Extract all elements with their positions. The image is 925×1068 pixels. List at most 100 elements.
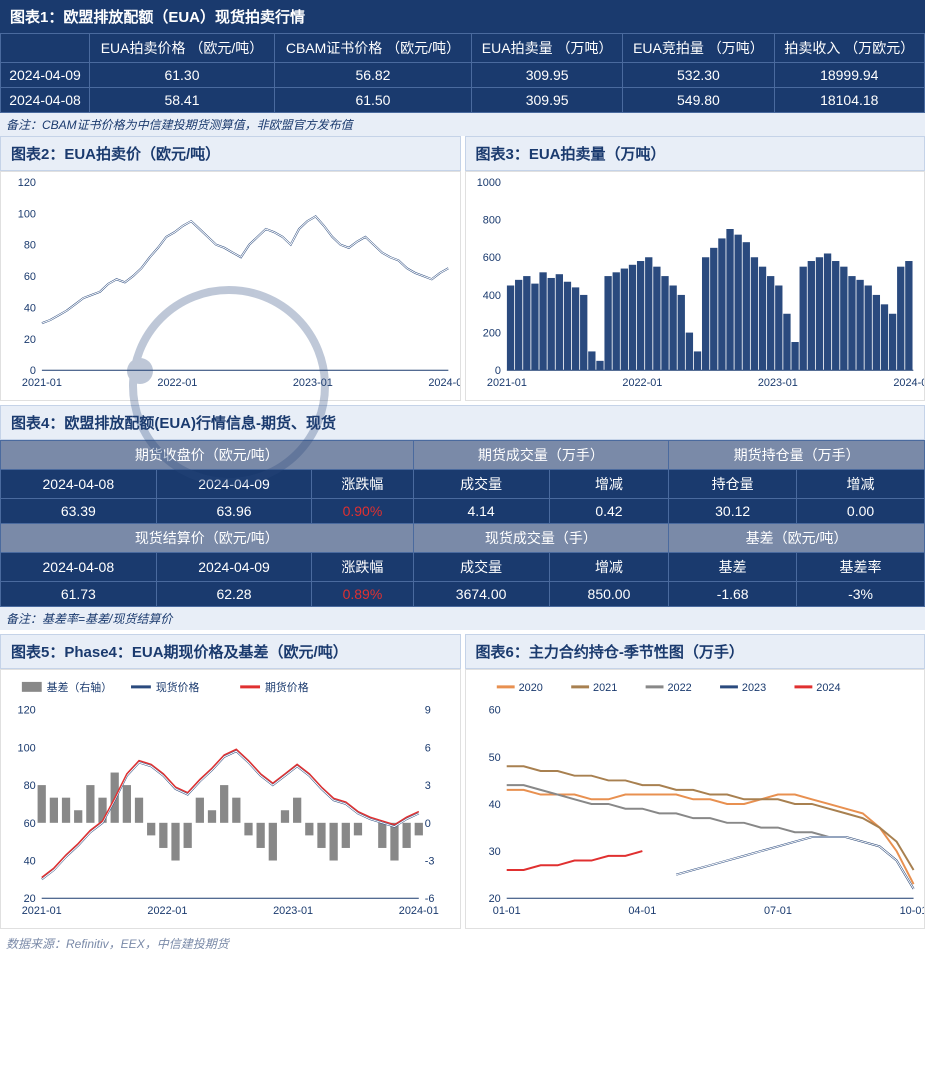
- cell: 4.14: [413, 499, 549, 524]
- svg-text:1000: 1000: [476, 177, 500, 189]
- table4-note: 备注：基差率=基差/现货结算价: [0, 607, 925, 630]
- svg-text:6: 6: [425, 742, 431, 754]
- t1-h3: EUA拍卖量 （万吨）: [472, 34, 623, 63]
- svg-text:600: 600: [482, 252, 500, 264]
- cell: 期货持仓量（万手）: [669, 441, 925, 470]
- table-row: 61.73 62.28 0.89% 3674.00 850.00 -1.68 -…: [1, 582, 925, 607]
- cell: 309.95: [472, 88, 623, 113]
- chart2-title: 图表2：EUA拍卖价（欧元/吨）: [0, 136, 461, 171]
- svg-text:2023-01: 2023-01: [757, 377, 797, 389]
- chart5: 基差（右轴）现货价格期货价格20406080100120-6-303692021…: [0, 669, 461, 929]
- svg-text:期货价格: 期货价格: [265, 680, 309, 694]
- cell: 涨跌幅: [312, 553, 413, 582]
- cell: 63.96: [156, 499, 312, 524]
- svg-text:2024-01: 2024-01: [893, 377, 924, 389]
- svg-text:2024: 2024: [816, 682, 840, 694]
- svg-text:2022-01: 2022-01: [147, 905, 187, 917]
- svg-text:基差（右轴）: 基差（右轴）: [47, 680, 112, 694]
- svg-text:2021-01: 2021-01: [22, 905, 62, 917]
- svg-text:2021-01: 2021-01: [22, 377, 62, 389]
- cell: 2024-04-08: [1, 470, 157, 499]
- table-row: 63.39 63.96 0.90% 4.14 0.42 30.12 0.00: [1, 499, 925, 524]
- cell: 2024-04-09: [1, 63, 90, 88]
- cell: 0.42: [549, 499, 669, 524]
- t1-h2: CBAM证书价格 （欧元/吨）: [274, 34, 471, 63]
- svg-text:200: 200: [482, 328, 500, 340]
- chart1-title: 图表1：欧盟排放配额（EUA）现货拍卖行情: [0, 0, 925, 33]
- cell: 期货成交量（万手）: [413, 441, 669, 470]
- t1-h1: EUA拍卖价格 （欧元/吨）: [90, 34, 275, 63]
- chart2: 0204060801001202021-012022-012023-012024…: [0, 171, 461, 401]
- cell: 2024-04-09: [156, 553, 312, 582]
- chart6: 20202021202220232024203040506001-0104-01…: [465, 669, 925, 929]
- chart3: 020040060080010002021-012022-012023-0120…: [465, 171, 925, 401]
- svg-text:-3: -3: [425, 855, 435, 867]
- cell: 3674.00: [413, 582, 549, 607]
- svg-text:120: 120: [18, 705, 36, 717]
- svg-text:40: 40: [24, 855, 36, 867]
- cell: -3%: [797, 582, 925, 607]
- cell: 0.89%: [312, 582, 413, 607]
- svg-text:-6: -6: [425, 893, 435, 905]
- cell: 0.90%: [312, 499, 413, 524]
- svg-text:40: 40: [24, 302, 36, 314]
- cell: 309.95: [472, 63, 623, 88]
- svg-text:400: 400: [482, 290, 500, 302]
- table1-header: EUA拍卖价格 （欧元/吨） CBAM证书价格 （欧元/吨） EUA拍卖量 （万…: [1, 34, 925, 63]
- table-row: 2024-04-09 61.30 56.82 309.95 532.30 189…: [1, 63, 925, 88]
- svg-text:2022-01: 2022-01: [157, 377, 197, 389]
- cell: 2024-04-09: [156, 470, 312, 499]
- cell: 58.41: [90, 88, 275, 113]
- cell: 18999.94: [774, 63, 924, 88]
- svg-text:100: 100: [18, 742, 36, 754]
- svg-text:10-01: 10-01: [899, 905, 924, 917]
- chart3-title: 图表3：EUA拍卖量（万吨）: [465, 136, 925, 171]
- cell: 涨跌幅: [312, 470, 413, 499]
- chart5-title: 图表5：Phase4：EUA期现价格及基差（欧元/吨）: [0, 634, 461, 669]
- cell: 549.80: [623, 88, 774, 113]
- cell: 62.28: [156, 582, 312, 607]
- cell: 63.39: [1, 499, 157, 524]
- svg-text:60: 60: [488, 705, 500, 717]
- cell: 基差: [669, 553, 797, 582]
- cell: 现货成交量（手）: [413, 524, 669, 553]
- t1-h5: 拍卖收入 （万欧元）: [774, 34, 924, 63]
- svg-text:01-01: 01-01: [492, 905, 520, 917]
- table4: 期货收盘价（欧元/吨） 期货成交量（万手） 期货持仓量（万手） 2024-04-…: [0, 440, 925, 607]
- cell: 成交量: [413, 553, 549, 582]
- svg-text:3: 3: [425, 780, 431, 792]
- t4-h2: 现货结算价（欧元/吨） 现货成交量（手） 基差（欧元/吨）: [1, 524, 925, 553]
- footer-source: 数据来源：Refinitiv，EEX，中信建投期货: [0, 929, 925, 958]
- svg-text:2020: 2020: [518, 682, 542, 694]
- cell: 增减: [549, 470, 669, 499]
- svg-text:0: 0: [30, 365, 36, 377]
- cell: 增减: [549, 553, 669, 582]
- svg-text:07-01: 07-01: [763, 905, 791, 917]
- svg-text:20: 20: [24, 893, 36, 905]
- svg-text:30: 30: [488, 846, 500, 858]
- t1-h4: EUA竞拍量 （万吨）: [623, 34, 774, 63]
- svg-text:20: 20: [24, 334, 36, 346]
- cell: 2024-04-08: [1, 88, 90, 113]
- svg-text:现货价格: 现货价格: [156, 680, 200, 694]
- cell: 61.50: [274, 88, 471, 113]
- svg-text:0: 0: [425, 818, 431, 830]
- svg-text:2022-01: 2022-01: [622, 377, 662, 389]
- svg-text:40: 40: [488, 799, 500, 811]
- svg-text:60: 60: [24, 818, 36, 830]
- svg-text:04-01: 04-01: [628, 905, 656, 917]
- svg-text:2024-01: 2024-01: [428, 377, 459, 389]
- svg-text:2023-01: 2023-01: [293, 377, 333, 389]
- svg-text:2023: 2023: [741, 682, 765, 694]
- cell: 持仓量: [669, 470, 797, 499]
- svg-text:2022: 2022: [667, 682, 691, 694]
- table-row: 2024-04-08 58.41 61.50 309.95 549.80 181…: [1, 88, 925, 113]
- t4-h1: 期货收盘价（欧元/吨） 期货成交量（万手） 期货持仓量（万手）: [1, 441, 925, 470]
- chart4-title: 图表4：欧盟排放配额(EUA)行情信息-期货、现货: [0, 405, 925, 440]
- cell: 18104.18: [774, 88, 924, 113]
- cell: 期货收盘价（欧元/吨）: [1, 441, 414, 470]
- svg-text:800: 800: [482, 215, 500, 227]
- svg-text:2021-01: 2021-01: [486, 377, 526, 389]
- svg-text:120: 120: [18, 177, 36, 189]
- cell: 0.00: [797, 499, 925, 524]
